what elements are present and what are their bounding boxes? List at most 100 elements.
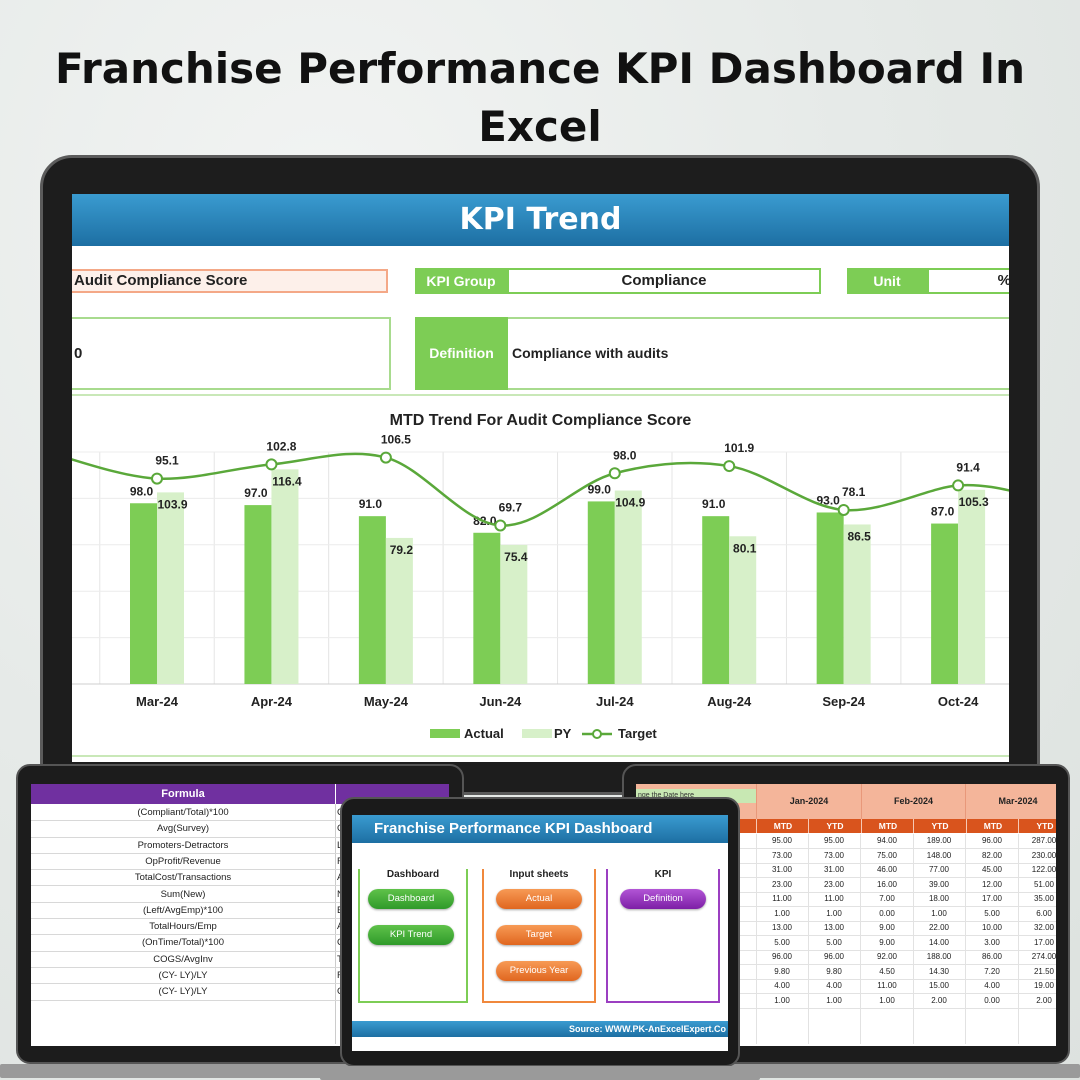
- data-cell: 96.00: [771, 952, 793, 961]
- target-point: [952, 479, 965, 492]
- kpi-trend-button[interactable]: KPI Trend: [368, 925, 454, 945]
- data-column-line: [756, 834, 757, 1044]
- data-cell: 95.00: [823, 836, 845, 845]
- actual-bar: [931, 523, 959, 684]
- legend-target-label: Target: [618, 726, 657, 741]
- data-cell: 148.00: [926, 850, 952, 860]
- chart-title: MTD Trend For Audit Compliance Score: [389, 412, 692, 429]
- data-cell: 11.00: [877, 981, 897, 990]
- data-column-line: [1018, 834, 1019, 1044]
- data-row-line: [636, 891, 1056, 893]
- previous-year-button[interactable]: Previous Year: [496, 961, 582, 981]
- data-row-line: [636, 862, 1056, 864]
- data-cell: 1.00: [826, 995, 842, 1005]
- data-cell: 73.00: [771, 850, 793, 860]
- formula-box: 0: [72, 317, 391, 390]
- dashboard-button[interactable]: Dashboard: [368, 889, 454, 909]
- py-data-label: 105.3: [959, 495, 989, 509]
- data-cell: 9.00: [879, 923, 895, 932]
- formula-header-blank: [335, 784, 449, 804]
- formula-cell: Sum(New): [160, 888, 206, 900]
- target-data-label: 101.9: [724, 441, 754, 455]
- data-row-line: [636, 1007, 1056, 1009]
- nav-group-kpi-title: KPI: [608, 868, 718, 882]
- actual-data-label: 91.0: [702, 497, 726, 511]
- data-cell: 0.00: [984, 995, 1000, 1005]
- data-cell: 96.00: [981, 836, 1003, 845]
- target-data-label: 106.5: [381, 433, 411, 447]
- data-cell: 77.00: [928, 865, 950, 874]
- mtd-trend-chart: 98.0103.9Mar-2497.0116.4Apr-2491.079.2Ma…: [72, 433, 1009, 757]
- kpi-group-label: KPI Group: [415, 268, 507, 294]
- data-cell: 17.00: [981, 894, 1003, 903]
- data-column-line: [860, 834, 861, 1044]
- actual-bar: [816, 512, 844, 684]
- actual-bar: [702, 516, 730, 684]
- sub-header-cell: MTD: [861, 819, 914, 833]
- target-sheet-button[interactable]: Target: [496, 925, 582, 945]
- data-cell: 18.00: [928, 894, 950, 903]
- actual-data-label: 98.0: [130, 484, 154, 498]
- data-cell: 1.00: [931, 908, 947, 918]
- target-point: [723, 460, 736, 473]
- formula-column-divider: [335, 804, 336, 1044]
- target-point: [837, 503, 850, 516]
- formula-value: 0: [74, 345, 83, 362]
- target-point: [151, 472, 163, 485]
- py-data-label: 80.1: [733, 541, 757, 555]
- sub-header-cell: MTD: [756, 819, 809, 833]
- nav-group-input-title: Input sheets: [484, 868, 594, 882]
- data-cell: 2.00: [931, 995, 947, 1005]
- formula-row: (CY- LY)/LY F: [31, 968, 449, 985]
- data-cell: 7.20: [984, 966, 1000, 976]
- data-cell: 16.00: [876, 879, 898, 889]
- data-row-line: [636, 949, 1056, 951]
- py-bar: [500, 544, 528, 684]
- target-point: [379, 451, 392, 464]
- data-cell: 6.00: [1036, 908, 1052, 918]
- data-cell: 46.00: [876, 865, 898, 874]
- py-bar: [157, 492, 184, 684]
- data-cell: 274.00: [1031, 952, 1056, 961]
- month-header: Mar-2024: [965, 784, 1056, 819]
- data-cell: 4.00: [984, 981, 1000, 990]
- data-cell: 11.00: [772, 894, 792, 903]
- chart-frame: [72, 394, 1009, 761]
- data-cell: 22.00: [928, 923, 950, 932]
- formula-cell: TotalHours/Emp: [149, 921, 217, 933]
- target-data-label: 102.8: [266, 439, 296, 453]
- data-cell: 189.00: [926, 836, 952, 845]
- data-cell: 230.00: [1031, 850, 1056, 860]
- formula-cell: Promoters-Detractors: [137, 839, 229, 851]
- data-row-line: [636, 993, 1056, 994]
- target-data-label: 98.0: [613, 448, 637, 462]
- data-column-line: [808, 834, 809, 1044]
- definition-value: Compliance with audits: [512, 345, 669, 361]
- data-cell: 32.00: [1033, 923, 1055, 932]
- formula-cell: (OnTime/Total)*100: [141, 937, 224, 949]
- data-cell: 31.00: [771, 865, 793, 874]
- definition-box: Compliance with audits: [508, 317, 1009, 390]
- formula-cell: COGS/AvgInv: [153, 953, 213, 965]
- x-tick-label: Jun-24: [479, 694, 522, 709]
- nav-group-dashboard-title: Dashboard: [360, 868, 466, 882]
- data-cell: 39.00: [928, 879, 950, 889]
- source-footer: Source: WWW.PK-AnExcelExpert.Co: [352, 1021, 728, 1037]
- dashboard-menu-screen: Franchise Performance KPI Dashboard Dash…: [352, 815, 728, 1051]
- nav-group-input-sheets: Input sheets Actual Target Previous Year: [482, 868, 596, 1003]
- legend-py-label: PY: [554, 726, 572, 741]
- formula-header-label: Formula: [161, 788, 205, 800]
- month-header: Feb-2024: [860, 784, 966, 819]
- target-point: [608, 467, 621, 480]
- data-cell: 9.00: [879, 937, 895, 947]
- definition-button[interactable]: Definition: [620, 889, 706, 909]
- page-title-line1: Franchise Performance KPI Dashboard In: [55, 44, 1025, 93]
- target-point: [265, 458, 278, 471]
- actual-sheet-button[interactable]: Actual: [496, 889, 582, 909]
- legend-actual-label: Actual: [464, 726, 504, 741]
- data-cell: 23.00: [771, 879, 793, 889]
- data-cell: 12.00: [981, 879, 1003, 889]
- data-cell: 13.00: [823, 923, 845, 932]
- kpi-name-dropdown[interactable]: Audit Compliance Score: [72, 269, 388, 293]
- data-cell: 51.00: [1033, 879, 1055, 889]
